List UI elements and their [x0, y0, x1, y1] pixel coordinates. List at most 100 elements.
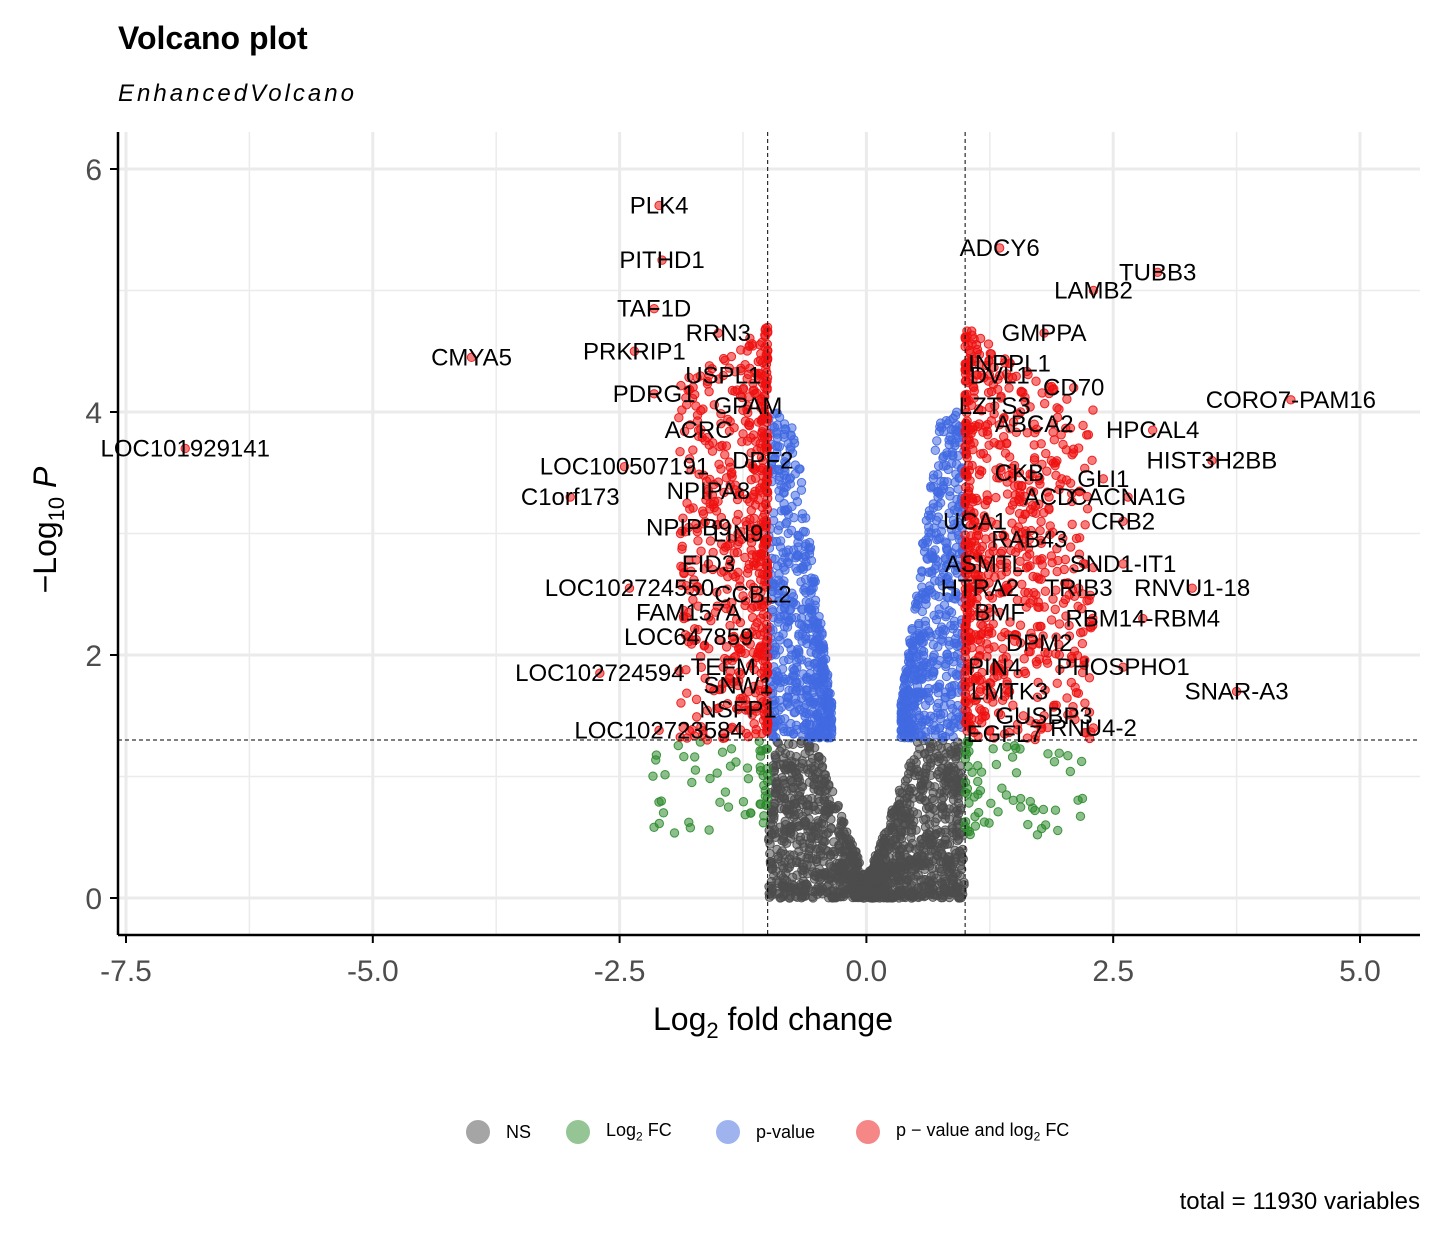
point-fc [725, 761, 736, 771]
chart-caption: total = 11930 variables [1179, 1188, 1420, 1215]
point-both [1078, 420, 1088, 431]
gene-label: LIN9 [713, 521, 764, 548]
point-p [771, 536, 782, 547]
point-both [1031, 376, 1041, 386]
point-p [789, 512, 799, 523]
y-tick-label: 0 [85, 883, 102, 916]
point-fc [1073, 795, 1083, 805]
point-ns [943, 851, 954, 862]
point-p [805, 669, 815, 679]
point-both [983, 339, 994, 349]
point-both [1067, 519, 1077, 530]
point-p [928, 470, 939, 480]
point-p [820, 715, 830, 726]
point-fc [1075, 811, 1086, 822]
point-ns [897, 788, 907, 798]
point-p [812, 618, 822, 629]
point-fc [1076, 756, 1087, 767]
point-p [949, 638, 959, 648]
x-tick-label: -5.0 [347, 955, 399, 988]
point-both [1073, 443, 1084, 453]
point-fc [979, 817, 990, 827]
point-p [800, 583, 810, 593]
point-p [918, 650, 929, 661]
point-ns [795, 832, 806, 842]
gene-label: PLK4 [630, 192, 689, 219]
point-p [922, 554, 933, 564]
point-p [779, 498, 789, 509]
point-p [815, 661, 826, 671]
point-fc [654, 818, 664, 829]
point-ns [829, 862, 839, 873]
gene-label: RBM14-RBM4 [1065, 606, 1220, 633]
point-ns [805, 843, 815, 854]
gene-label: DVL1 [970, 363, 1030, 390]
point-ns [800, 749, 810, 759]
point-ns [776, 848, 786, 858]
gene-label: TAF1D [617, 296, 691, 323]
point-ns [792, 870, 802, 880]
point-ns [883, 878, 893, 889]
y-tick-label: 6 [85, 154, 102, 187]
legend-item-p: p-value [716, 1112, 815, 1152]
point-fc [726, 744, 737, 754]
point-ns [904, 808, 915, 819]
point-ns [897, 844, 907, 854]
gene-label: SNAR-A3 [1185, 678, 1289, 705]
point-ns [937, 795, 947, 805]
point-p [945, 491, 955, 501]
point-both [1048, 458, 1059, 468]
point-ns [847, 839, 857, 850]
gene-label: HTRA2 [941, 575, 1020, 602]
point-ns [788, 807, 799, 817]
point-ns [863, 891, 873, 901]
gene-label: ACD [1024, 484, 1075, 511]
point-fc [690, 752, 700, 762]
point-p [781, 473, 792, 483]
point-ns [807, 793, 817, 804]
gene-label: CRB2 [1091, 508, 1155, 535]
point-p [805, 732, 816, 743]
point-fc [972, 761, 983, 771]
point-both [975, 645, 985, 655]
point-p [804, 602, 814, 613]
point-p [917, 582, 927, 592]
point-p [928, 481, 939, 492]
point-ns [796, 781, 807, 792]
point-ns [914, 844, 924, 854]
gene-label: LOC101929141 [100, 435, 269, 462]
legend-dot-both [856, 1120, 880, 1144]
gene-label: LAMB2 [1054, 278, 1133, 305]
point-p [945, 432, 955, 442]
point-fc [986, 798, 996, 808]
point-ns [954, 892, 964, 902]
point-both [716, 464, 726, 474]
point-both [758, 487, 768, 497]
point-p [909, 664, 919, 674]
point-p [926, 725, 937, 735]
gene-label: PIN4 [968, 654, 1021, 681]
point-p [918, 661, 928, 671]
point-p [796, 477, 807, 488]
point-ns [930, 805, 940, 815]
point-fc [679, 751, 689, 762]
point-ns [778, 882, 788, 892]
point-ns [892, 865, 902, 876]
point-p [794, 647, 804, 658]
point-ns [800, 816, 810, 826]
point-ns [950, 747, 961, 758]
point-ns [815, 875, 825, 885]
point-p [783, 639, 793, 649]
gene-label: PITHD1 [619, 247, 704, 274]
point-both [1001, 438, 1012, 449]
point-both [968, 425, 978, 435]
point-both [1041, 448, 1051, 459]
point-both [975, 333, 986, 344]
point-p [908, 643, 918, 653]
gene-label: RAB43 [991, 527, 1067, 554]
point-p [942, 649, 953, 659]
legend: NS Log2 FC p-value p − value and log2 FC [0, 1112, 1444, 1152]
point-ns [896, 834, 907, 844]
point-fc [760, 786, 771, 796]
point-p [904, 716, 914, 726]
